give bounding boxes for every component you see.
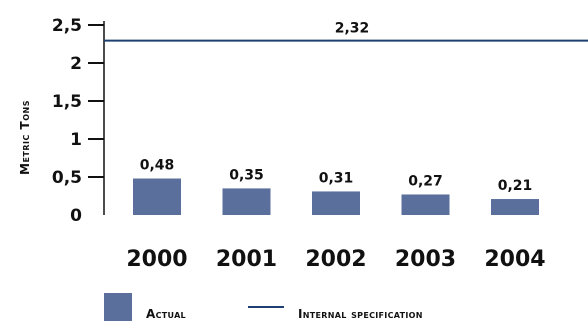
y-tick-label: 0,5	[52, 168, 82, 188]
x-tick-label: 2002	[305, 247, 366, 272]
data-label: 0,35	[229, 167, 264, 183]
x-tick-label: 2003	[395, 247, 456, 272]
reference-line-label: 2,32	[335, 21, 370, 37]
legend-swatch-actual	[104, 293, 132, 321]
data-label: 0,48	[140, 158, 175, 174]
bar	[401, 194, 450, 215]
bar	[133, 178, 181, 215]
bar	[222, 188, 271, 215]
y-tick-label: 2,5	[52, 16, 82, 36]
legend-label-actual: Actual	[146, 307, 186, 321]
bar	[312, 191, 360, 215]
y-tick-label: 0	[70, 206, 82, 226]
legend-item-spec: Internal specification	[248, 292, 423, 322]
data-label: 0,27	[408, 173, 443, 189]
x-tick-label: 2000	[126, 247, 187, 272]
legend-item-actual: Actual	[104, 292, 186, 322]
legend-label-spec: Internal specification	[298, 307, 423, 321]
y-tick-label: 2	[70, 54, 82, 74]
data-label: 0,31	[319, 170, 354, 186]
y-tick-label: 1,5	[52, 92, 82, 112]
y-tick-label: 1	[70, 130, 82, 150]
legend-line-spec	[248, 306, 284, 308]
y-axis-label: Metric Tons	[18, 100, 32, 175]
bar	[491, 199, 539, 215]
x-tick-label: 2004	[484, 247, 545, 272]
data-label: 0,21	[498, 178, 533, 194]
x-tick-label: 2001	[216, 247, 277, 272]
